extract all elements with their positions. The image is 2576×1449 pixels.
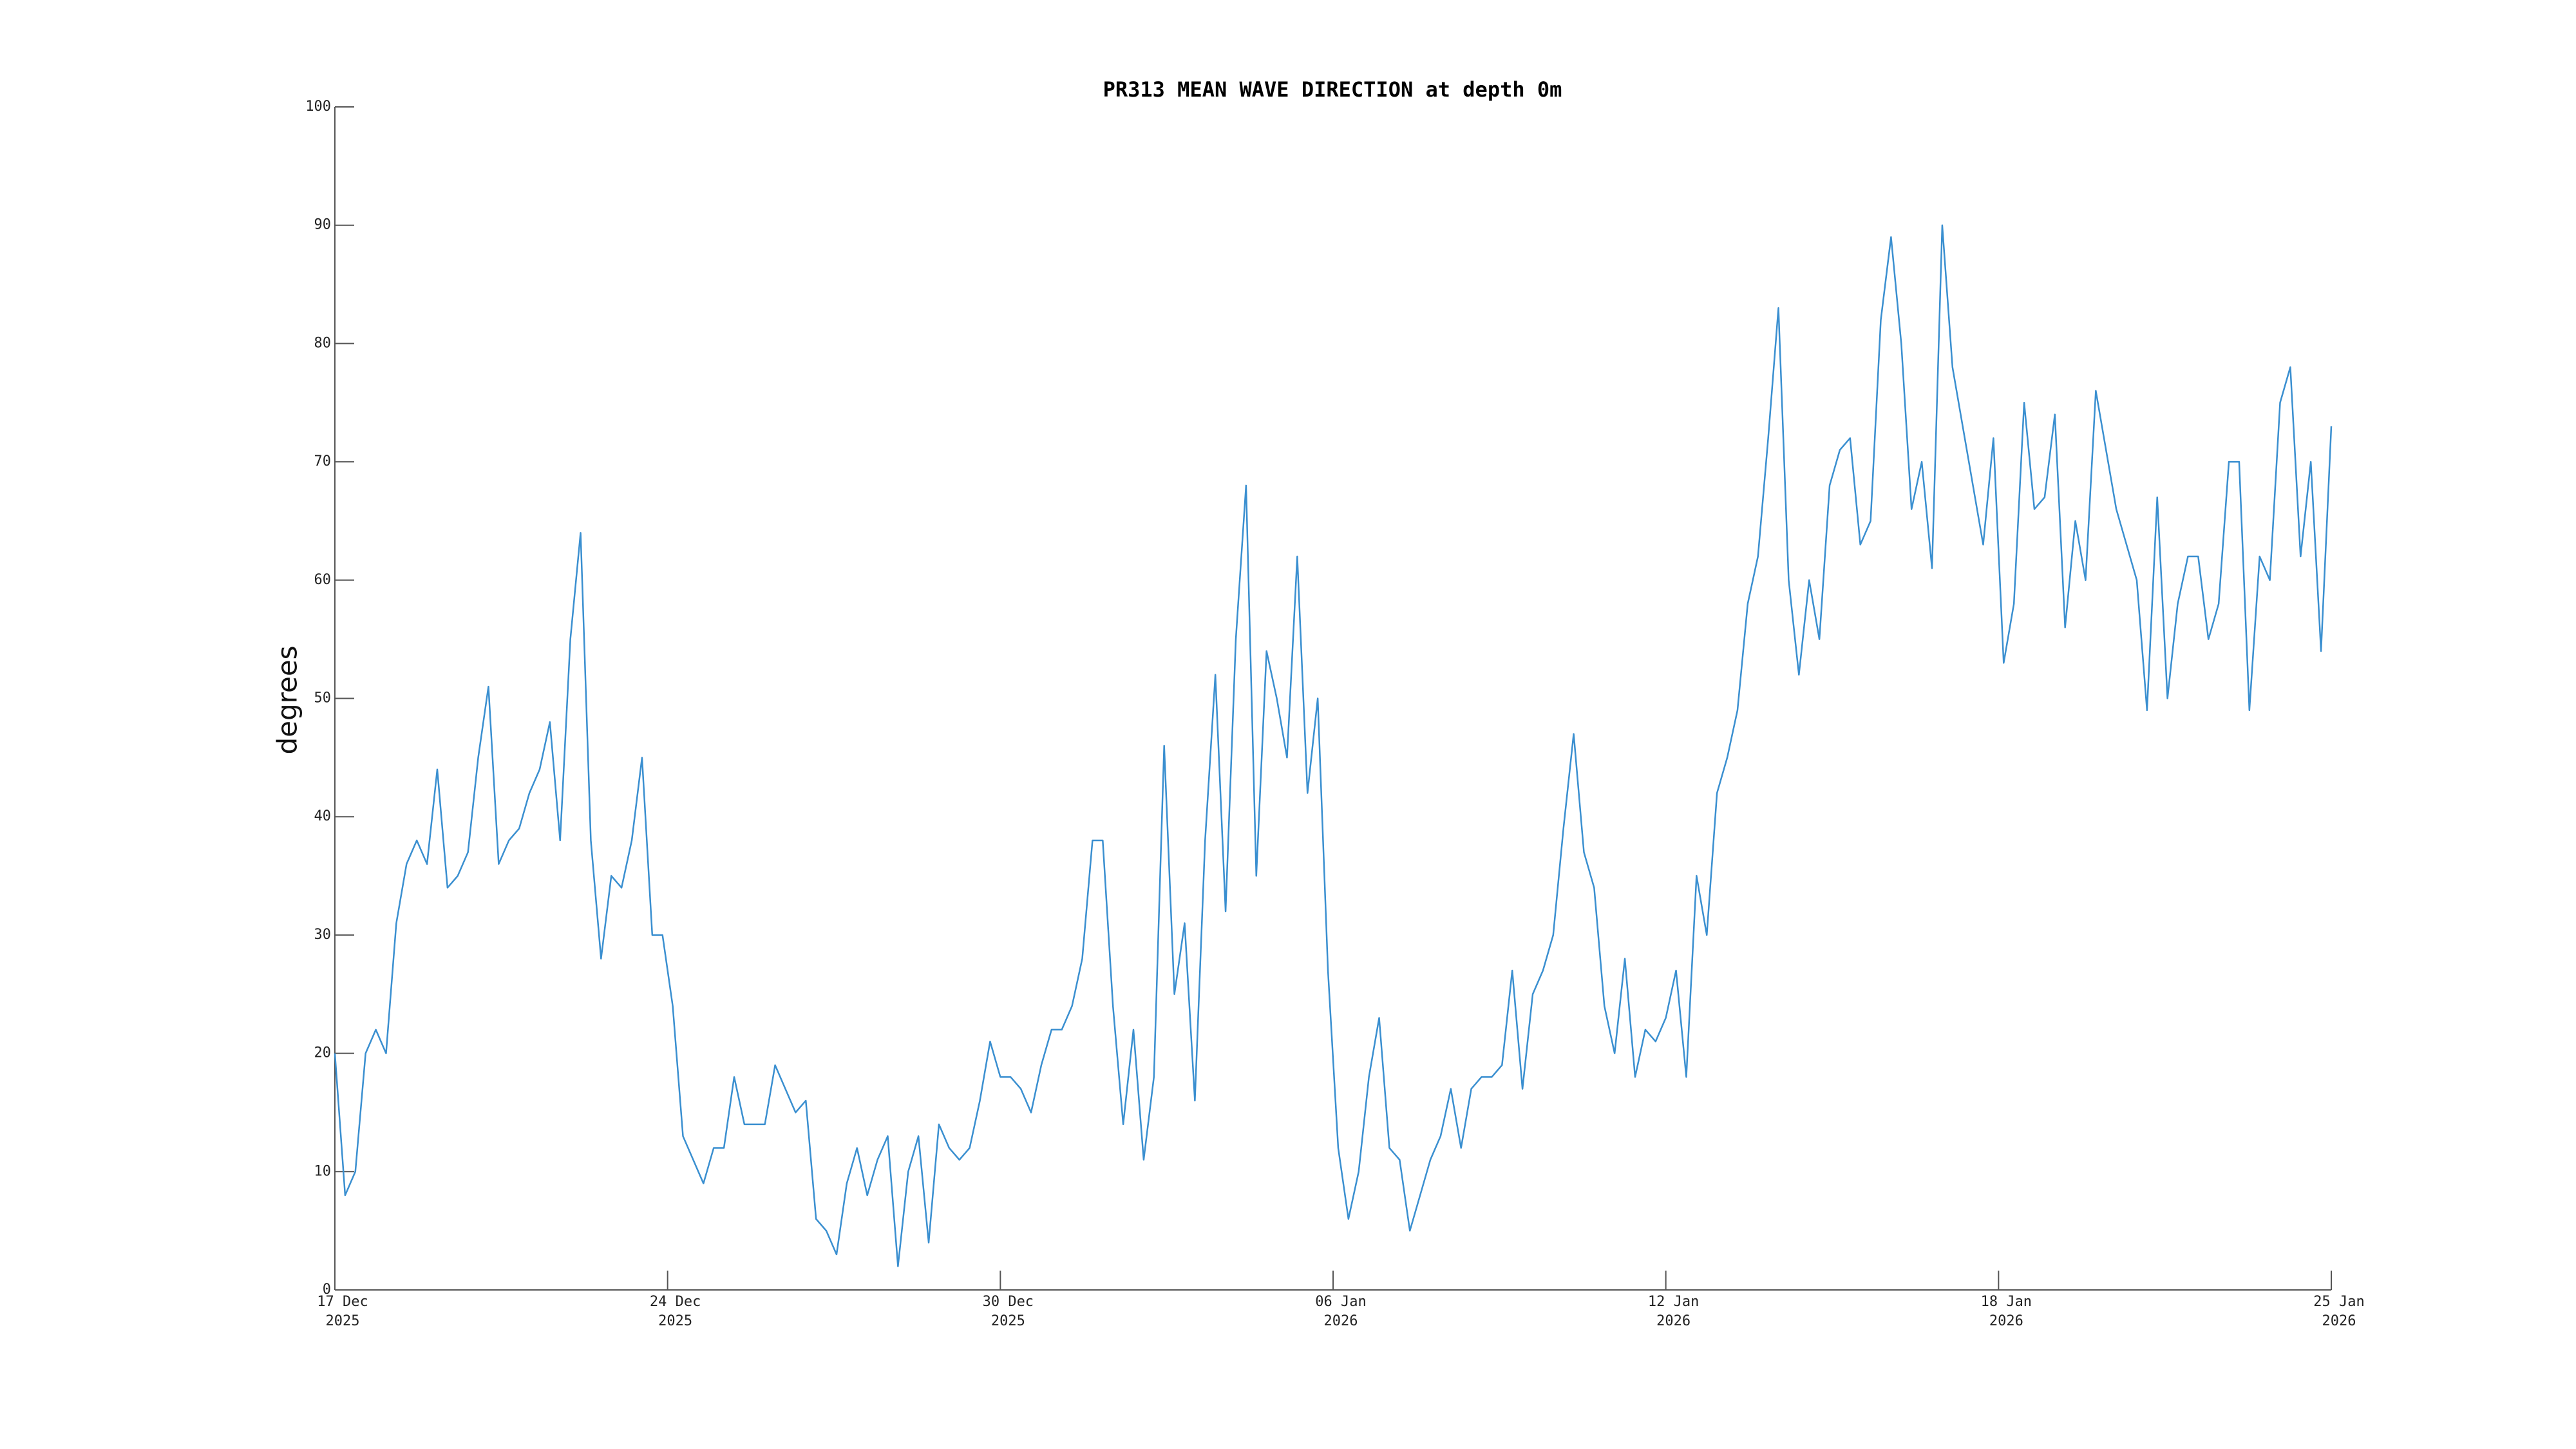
x-tick-label: 24 Dec 2025	[649, 1294, 701, 1329]
x-tick-label: 18 Jan 2026	[1980, 1294, 2032, 1329]
y-tick-label: 70	[314, 453, 332, 469]
data-line	[334, 224, 2333, 1267]
y-tick-label: 90	[314, 217, 332, 233]
x-tick-label: 25 Jan 2026	[2313, 1294, 2365, 1329]
y-tick-label: 60	[314, 572, 332, 588]
y-tick-label: 10	[314, 1163, 332, 1179]
x-tick-label: 06 Jan 2026	[1315, 1294, 1367, 1329]
y-axis-label: degrees	[272, 645, 303, 754]
y-tick-label: 40	[314, 808, 332, 824]
x-tick-label: 17 Dec 2025	[317, 1294, 368, 1329]
y-tick-label: 50	[314, 690, 332, 706]
y-tick-label: 100	[305, 99, 331, 115]
chart-title: PR313 MEAN WAVE DIRECTION at depth 0m	[1103, 77, 1562, 102]
y-tick-label: 30	[314, 927, 332, 943]
x-tick-label: 12 Jan 2026	[1647, 1294, 1700, 1329]
x-tick-label: 30 Dec 2025	[982, 1294, 1034, 1329]
y-tick-label: 20	[314, 1045, 332, 1061]
y-tick-label: 80	[314, 335, 332, 351]
y-tick-label: 0	[323, 1282, 331, 1298]
